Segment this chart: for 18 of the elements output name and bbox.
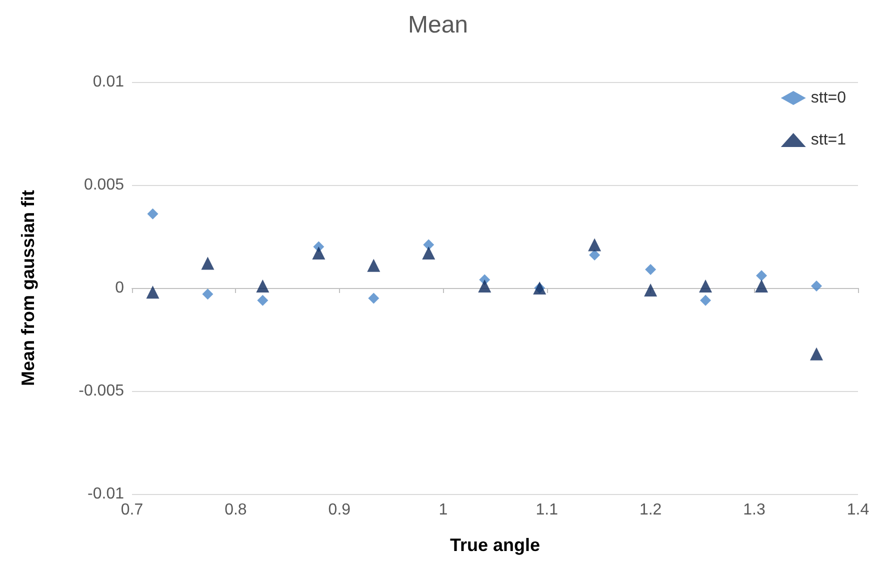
x-axis-title: True angle: [450, 535, 540, 555]
legend-label: stt=0: [810, 90, 846, 106]
y-tick-label: 0.01: [92, 74, 124, 90]
x-tick-label: 0.7: [120, 502, 144, 518]
x-tick-label: 0.8: [224, 502, 247, 518]
y-tick-label: 0.005: [84, 176, 124, 194]
x-tick-label: 1: [438, 502, 448, 518]
x-tick-label: 1.1: [536, 502, 558, 518]
y-tick-label: -0.01: [88, 486, 124, 502]
y-tick-label: -0.005: [78, 382, 124, 400]
x-tick-label: 1.4: [846, 502, 870, 518]
x-tick-label: 1.3: [743, 502, 766, 518]
legend-label: stt=1: [810, 132, 846, 148]
x-tick-label: 1.2: [639, 502, 662, 518]
x-tick-label: 0.9: [328, 502, 351, 518]
chart-title: Mean: [408, 12, 468, 38]
y-axis-title: Mean from gaussian fit: [18, 190, 38, 386]
y-tick-label: 0: [115, 280, 124, 296]
